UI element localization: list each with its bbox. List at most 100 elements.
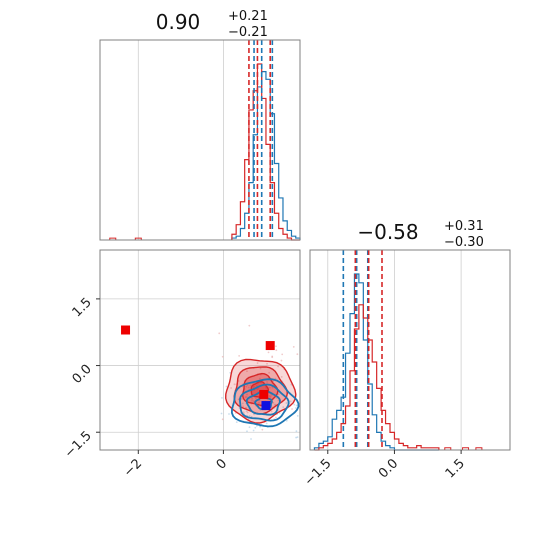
blue-sample-point bbox=[265, 422, 268, 425]
red-sample-point bbox=[242, 405, 244, 408]
blue-sample-point bbox=[254, 397, 257, 400]
blue-sample-point bbox=[285, 402, 288, 404]
param1_hist-title-lower: −0.21 bbox=[228, 25, 268, 40]
red-square-marker bbox=[121, 325, 131, 335]
y-tick-label: −1.5 bbox=[62, 428, 95, 461]
red-sample-point bbox=[275, 416, 277, 419]
red-sample-point bbox=[271, 355, 274, 358]
red-histogram-outlier bbox=[134, 237, 142, 240]
blue-sample-point bbox=[289, 400, 292, 403]
blue-sample-point bbox=[221, 396, 223, 399]
red-sample-point bbox=[247, 386, 250, 389]
blue-sample-point bbox=[255, 424, 258, 427]
red-sample-point bbox=[268, 394, 271, 397]
red-sample-point bbox=[221, 355, 224, 358]
red-sample-point bbox=[242, 411, 245, 414]
blue-contour bbox=[245, 390, 281, 416]
blue-sample-point bbox=[235, 421, 238, 424]
blue-sample-point bbox=[259, 425, 261, 428]
blue-sample-point bbox=[252, 429, 255, 432]
blue-sample-point bbox=[285, 419, 288, 422]
x-tick-label: −2 bbox=[121, 456, 145, 480]
panel-background bbox=[310, 250, 510, 450]
blue-square-marker bbox=[261, 401, 271, 411]
red-sample-point bbox=[230, 387, 233, 389]
param2_hist-title: −0.58 bbox=[357, 220, 418, 244]
x-tick-label: −1.5 bbox=[302, 456, 335, 489]
red-sample-point bbox=[257, 387, 260, 390]
blue-sample-point bbox=[220, 412, 223, 415]
red-sample-point bbox=[245, 385, 248, 388]
red-sample-point bbox=[275, 345, 277, 348]
param1-histogram-panel bbox=[99, 39, 301, 241]
blue-sample-point bbox=[295, 404, 298, 407]
blue-sample-point bbox=[258, 401, 260, 404]
red-sample-point bbox=[261, 428, 264, 431]
blue-sample-point bbox=[251, 399, 253, 402]
red-sample-point bbox=[291, 408, 293, 410]
red-sample-point bbox=[280, 359, 283, 362]
red-histogram bbox=[314, 304, 440, 451]
blue-sample-point bbox=[240, 398, 243, 401]
param1_hist-title: 0.90 bbox=[156, 10, 201, 34]
red-sample-point bbox=[259, 367, 262, 370]
x-tick-label: 0 bbox=[214, 456, 230, 472]
x-tick-label: 0.0 bbox=[376, 456, 401, 481]
red-sample-point bbox=[233, 383, 236, 386]
red-sample-point bbox=[258, 377, 261, 380]
blue-sample-point bbox=[296, 436, 299, 439]
blue-histogram bbox=[231, 71, 301, 240]
red-sample-point bbox=[256, 362, 259, 364]
blue-sample-point bbox=[295, 436, 298, 439]
panel-frame bbox=[99, 249, 301, 451]
blue-sample-point bbox=[282, 406, 285, 409]
red-histogram-outlier bbox=[109, 237, 117, 240]
param1_hist-title-upper: +0.21 bbox=[228, 9, 268, 24]
red-sample-point bbox=[268, 371, 271, 374]
blue-sample-point bbox=[255, 384, 258, 387]
param2-histogram-panel bbox=[309, 249, 511, 451]
blue-sample-point bbox=[293, 403, 296, 406]
blue-sample-point bbox=[248, 415, 251, 417]
red-sample-point bbox=[218, 332, 221, 335]
red-sample-point bbox=[252, 400, 255, 403]
red-sample-point bbox=[272, 401, 275, 404]
red-sample-point bbox=[253, 413, 255, 416]
panel-frame bbox=[99, 39, 301, 241]
blue-sample-point bbox=[296, 414, 299, 417]
blue-sample-point bbox=[250, 438, 252, 440]
blue-sample-point bbox=[295, 430, 298, 433]
red-sample-point bbox=[275, 349, 278, 352]
red-sample-point bbox=[277, 399, 280, 402]
red-sample-point bbox=[248, 324, 251, 327]
param2_hist-title-upper: +0.31 bbox=[444, 219, 484, 234]
red-sample-point bbox=[221, 418, 224, 421]
blue-sample-point bbox=[294, 407, 297, 409]
red-histogram-outlier bbox=[475, 447, 483, 450]
red-histogram-outlier bbox=[462, 447, 470, 450]
red-sample-point bbox=[267, 351, 270, 354]
red-sample-point bbox=[238, 354, 241, 357]
red-histogram bbox=[231, 63, 300, 241]
blue-sample-point bbox=[249, 384, 252, 387]
red-sample-point bbox=[271, 386, 274, 389]
param2_hist-title-lower: −0.30 bbox=[444, 235, 484, 250]
blue-sample-point bbox=[254, 426, 257, 429]
blue-sample-point bbox=[248, 426, 251, 429]
red-sample-point bbox=[292, 345, 295, 348]
red-sample-point bbox=[296, 353, 299, 356]
red-sample-point bbox=[246, 411, 249, 414]
red-sample-point bbox=[281, 353, 284, 356]
y-tick-label: 1.5 bbox=[70, 295, 95, 320]
panel-background bbox=[100, 40, 300, 240]
red-sample-point bbox=[246, 393, 248, 396]
red-sample-point bbox=[277, 365, 279, 368]
red-histogram-outlier bbox=[444, 447, 452, 450]
red-sample-point bbox=[270, 410, 273, 413]
red-sample-point bbox=[246, 370, 248, 373]
red-sample-point bbox=[253, 385, 255, 388]
red-square-marker bbox=[259, 389, 269, 399]
blue-sample-point bbox=[274, 403, 276, 406]
red-sample-point bbox=[280, 376, 283, 378]
